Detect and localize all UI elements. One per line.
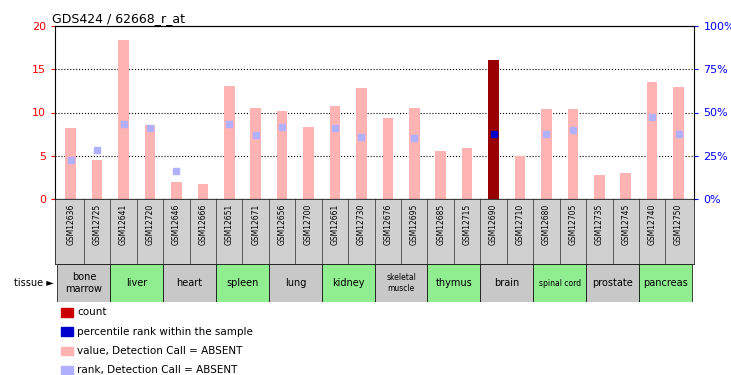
Text: GSM12725: GSM12725 <box>93 204 102 245</box>
Text: liver: liver <box>126 278 148 288</box>
Text: rank, Detection Call = ABSENT: rank, Detection Call = ABSENT <box>77 365 238 375</box>
Bar <box>515 156 526 199</box>
Bar <box>251 108 261 199</box>
Bar <box>61 308 72 316</box>
Bar <box>488 60 499 199</box>
Bar <box>639 264 692 302</box>
Text: kidney: kidney <box>332 278 365 288</box>
Text: GSM12671: GSM12671 <box>251 204 260 245</box>
Text: GSM12740: GSM12740 <box>648 204 656 245</box>
Bar <box>673 87 684 199</box>
Text: GSM12666: GSM12666 <box>198 204 208 245</box>
Bar <box>382 118 393 199</box>
Text: pancreas: pancreas <box>643 278 688 288</box>
Bar <box>322 264 374 302</box>
Bar <box>61 366 72 374</box>
Bar <box>110 264 163 302</box>
Text: GSM12710: GSM12710 <box>515 204 525 245</box>
Bar <box>303 127 314 199</box>
Text: GDS424 / 62668_r_at: GDS424 / 62668_r_at <box>52 12 185 25</box>
Text: GSM12685: GSM12685 <box>436 204 445 245</box>
Bar <box>356 88 367 199</box>
Text: GSM12680: GSM12680 <box>542 204 551 245</box>
Bar <box>145 125 155 199</box>
Bar <box>118 40 129 199</box>
Bar <box>428 264 480 302</box>
Bar <box>436 151 446 199</box>
Bar <box>269 264 322 302</box>
Text: prostate: prostate <box>592 278 633 288</box>
Bar <box>92 160 102 199</box>
Text: GSM12676: GSM12676 <box>383 204 393 245</box>
Text: GSM12735: GSM12735 <box>595 204 604 245</box>
Text: spinal cord: spinal cord <box>539 279 580 288</box>
Text: GSM12656: GSM12656 <box>278 204 287 245</box>
Text: GSM12700: GSM12700 <box>304 204 313 245</box>
Text: GSM12705: GSM12705 <box>569 204 577 245</box>
Text: GSM12745: GSM12745 <box>621 204 630 245</box>
Bar <box>480 264 533 302</box>
Text: GSM12715: GSM12715 <box>463 204 471 245</box>
Text: lung: lung <box>284 278 306 288</box>
Text: GSM12646: GSM12646 <box>172 204 181 245</box>
Text: tissue ►: tissue ► <box>14 278 53 288</box>
Text: spleen: spleen <box>227 278 259 288</box>
Text: count: count <box>77 307 107 317</box>
Bar <box>594 175 605 199</box>
Text: GSM12720: GSM12720 <box>145 204 154 245</box>
Bar <box>621 173 631 199</box>
Bar <box>374 264 428 302</box>
Text: GSM12641: GSM12641 <box>119 204 128 245</box>
Text: GSM12651: GSM12651 <box>224 204 234 245</box>
Text: GSM12690: GSM12690 <box>489 204 498 245</box>
Text: heart: heart <box>177 278 202 288</box>
Bar <box>224 86 235 199</box>
Bar <box>216 264 269 302</box>
Bar <box>586 264 639 302</box>
Text: brain: brain <box>494 278 520 288</box>
Bar <box>330 106 340 199</box>
Bar <box>58 264 110 302</box>
Bar <box>647 82 657 199</box>
Bar <box>541 109 552 199</box>
Bar <box>462 148 472 199</box>
Bar <box>61 327 72 336</box>
Text: thymus: thymus <box>436 278 472 288</box>
Bar <box>567 109 578 199</box>
Bar <box>197 184 208 199</box>
Bar <box>171 182 182 199</box>
Text: percentile rank within the sample: percentile rank within the sample <box>77 327 253 336</box>
Bar <box>65 128 76 199</box>
Text: GSM12750: GSM12750 <box>674 204 683 245</box>
Bar <box>61 346 72 355</box>
Bar <box>533 264 586 302</box>
Text: GSM12730: GSM12730 <box>357 204 366 245</box>
Text: GSM12661: GSM12661 <box>330 204 339 245</box>
Bar <box>277 111 287 199</box>
Text: GSM12636: GSM12636 <box>67 204 75 245</box>
Text: skeletal
muscle: skeletal muscle <box>386 273 416 293</box>
Bar <box>163 264 216 302</box>
Bar <box>409 108 420 199</box>
Text: bone
marrow: bone marrow <box>65 272 102 294</box>
Text: GSM12695: GSM12695 <box>410 204 419 245</box>
Text: value, Detection Call = ABSENT: value, Detection Call = ABSENT <box>77 346 243 356</box>
